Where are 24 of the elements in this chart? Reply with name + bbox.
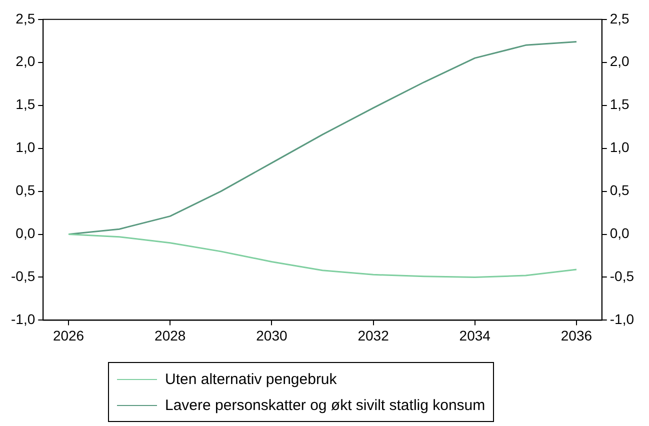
x-tick-label: 2026: [52, 327, 84, 344]
y-tick-label: 2,0: [16, 53, 36, 70]
x-tick-label: 2030: [256, 327, 288, 344]
y-tick-label: 2,5: [16, 10, 36, 26]
x-tick-label: 2028: [154, 327, 186, 344]
y-tick-label: -1,0: [11, 311, 36, 328]
y2-tick-label: 2,0: [610, 53, 630, 70]
y2-tick-label: 0,0: [610, 225, 630, 242]
y-tick-label: 0,0: [16, 225, 36, 242]
y-tick-label: 0,5: [16, 182, 36, 198]
y2-tick-label: -0,5: [610, 268, 634, 284]
y2-tick-label: 1,5: [610, 96, 630, 112]
y2-tick-label: 2,5: [610, 10, 630, 26]
x-tick-label: 2036: [560, 327, 592, 344]
x-tick-label: 2032: [358, 327, 390, 344]
y2-tick-label: -1,0: [610, 311, 634, 328]
x-tick-label: 2034: [459, 327, 491, 344]
y-tick-label: -0,5: [11, 268, 36, 284]
legend-label: Lavere personskatter og økt sivilt statlig konsum: [165, 396, 486, 414]
legend-label: Uten alternativ pengebruk: [165, 370, 337, 388]
y-tick-label: 1,0: [16, 139, 36, 156]
y2-tick-label: 0,5: [610, 182, 630, 198]
y-tick-label: 1,5: [16, 96, 36, 112]
y2-tick-label: 1,0: [610, 139, 630, 156]
